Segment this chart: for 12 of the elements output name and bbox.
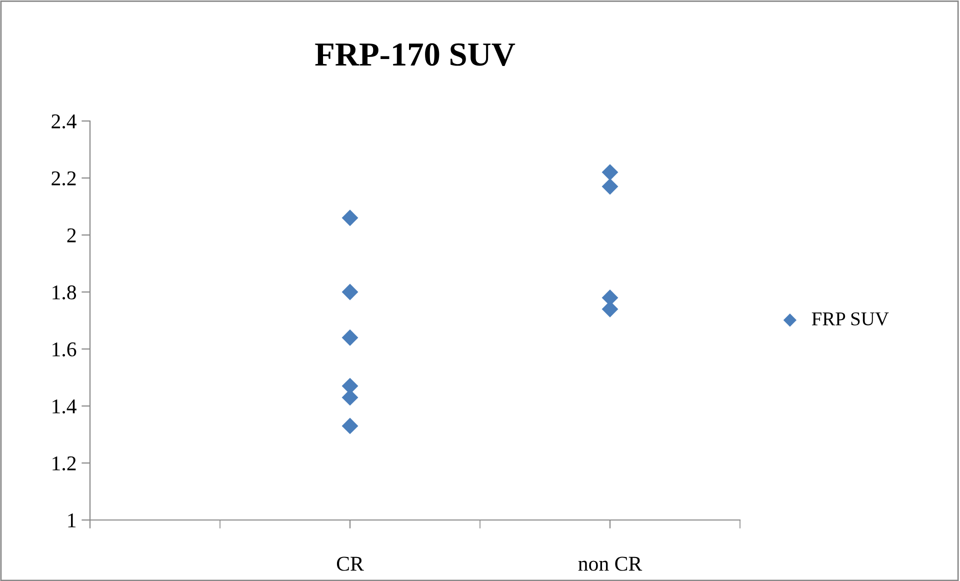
legend-label: FRP SUV bbox=[812, 312, 889, 326]
x-tick-label: CR bbox=[336, 556, 364, 571]
y-tick-label: 1.4 bbox=[52, 399, 76, 414]
y-tick-label: 1 bbox=[68, 513, 76, 528]
y-tick-label: 1.6 bbox=[52, 342, 76, 357]
y-tick-label: 1.8 bbox=[52, 285, 76, 300]
y-tick-label: 1.2 bbox=[52, 456, 76, 471]
chart-title: FRP-170 SUV bbox=[315, 43, 516, 66]
x-tick-label: non CR bbox=[578, 556, 642, 571]
y-tick-label: 2 bbox=[67, 228, 76, 242]
y-tick-label: 2.4 bbox=[52, 114, 76, 129]
y-tick-label: 2.2 bbox=[52, 171, 76, 186]
